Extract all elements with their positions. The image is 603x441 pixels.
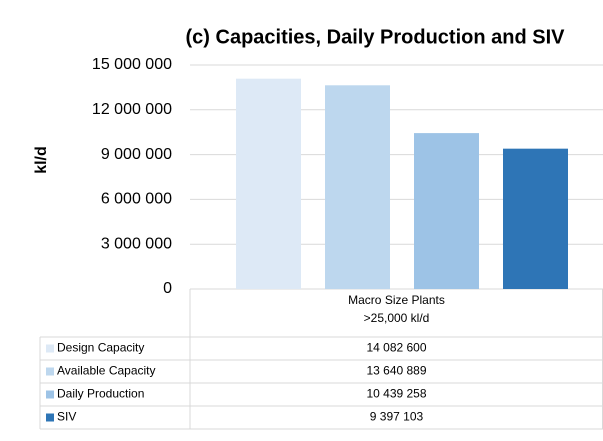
- legend-label: SIV: [57, 410, 76, 424]
- y-tick-label: 12 000 000: [92, 101, 172, 118]
- bar: [503, 148, 568, 289]
- legend-swatch: [46, 344, 54, 353]
- bar: [414, 133, 479, 289]
- legend-swatch: [46, 390, 54, 399]
- value-label: 14 082 600: [366, 341, 426, 355]
- value-label: 9 397 103: [370, 410, 424, 424]
- y-tick-label: 0: [163, 280, 172, 297]
- legend-label: Available Capacity: [57, 364, 156, 378]
- value-label: 10 439 258: [366, 387, 426, 401]
- value-label: 13 640 889: [366, 364, 426, 378]
- legend-swatch: [46, 413, 54, 422]
- category-label: Macro Size Plants >25,000 kl/d: [348, 293, 445, 325]
- legend-label: Design Capacity: [57, 341, 144, 355]
- legend-label: Daily Production: [57, 387, 144, 401]
- y-axis-label: kl/d: [33, 146, 50, 174]
- y-tick-label: 3 000 000: [101, 235, 172, 252]
- bar: [236, 78, 301, 290]
- y-tick-label: 9 000 000: [101, 146, 172, 163]
- y-tick-label: 15 000 000: [92, 56, 172, 73]
- y-tick-label: 6 000 000: [101, 191, 172, 208]
- legend-swatch: [46, 367, 54, 376]
- bar: [325, 85, 390, 290]
- chart-title: (c) Capacities, Daily Production and SIV: [186, 26, 566, 48]
